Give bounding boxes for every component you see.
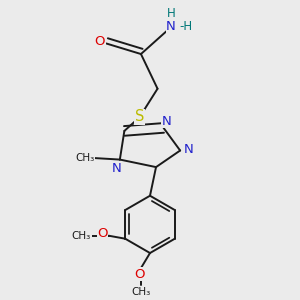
Text: CH₃: CH₃ [75,153,94,163]
Text: -H: -H [180,20,193,33]
Text: CH₃: CH₃ [131,287,151,297]
Text: N: N [112,161,122,175]
Text: N: N [166,20,176,33]
Text: S: S [135,109,144,124]
Text: CH₃: CH₃ [72,231,91,241]
Text: H: H [167,8,176,20]
Text: N: N [184,142,194,155]
Text: N: N [162,115,172,128]
Text: O: O [94,34,105,48]
Text: O: O [134,268,145,281]
Text: O: O [97,227,108,240]
